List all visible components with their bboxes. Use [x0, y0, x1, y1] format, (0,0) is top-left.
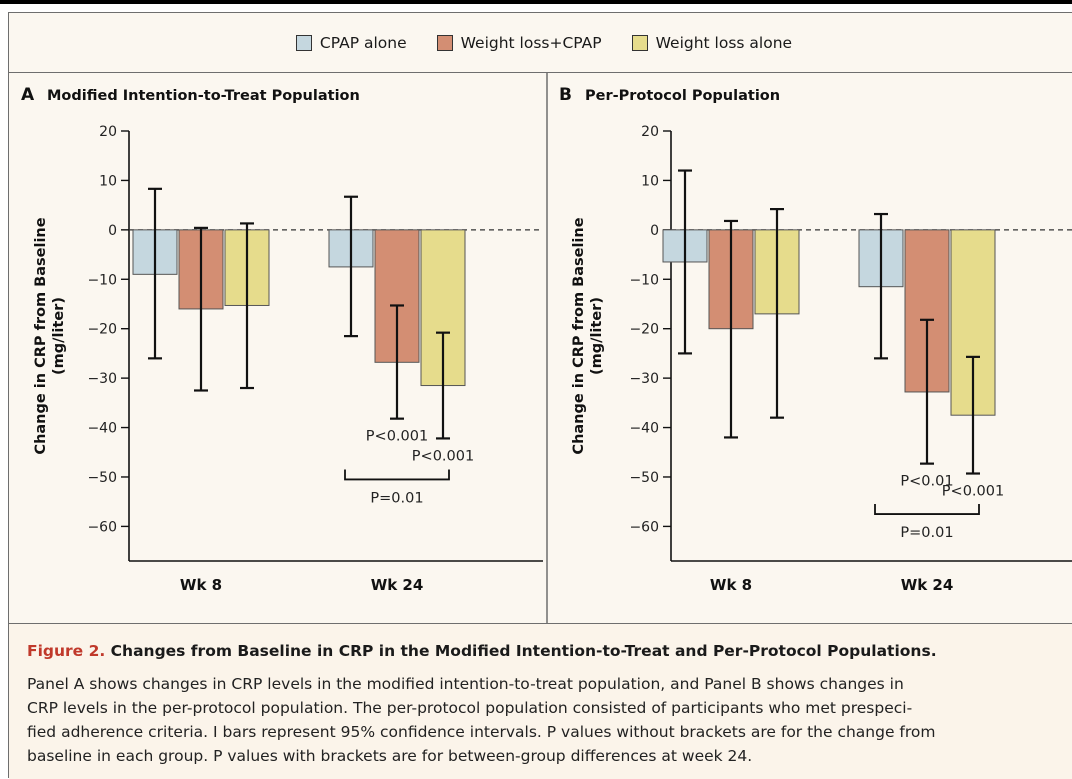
caption-line: CRP levels in the per-protocol populatio… — [27, 699, 913, 717]
caption-title-text: Changes from Baseline in CRP in the Modi… — [110, 642, 937, 660]
y-tick-label: −30 — [87, 371, 117, 387]
y-tick-label: −40 — [87, 421, 117, 437]
y-tick-label: 20 — [641, 124, 659, 140]
y-axis-label-unit: (mg/liter) — [589, 297, 605, 375]
x-category-label: Wk 24 — [371, 576, 424, 594]
p-value-label: P<0.001 — [942, 484, 1004, 500]
figure-frame: CPAP alone Weight loss+CPAP Weight loss … — [8, 12, 1072, 779]
y-tick-label: −20 — [629, 322, 659, 338]
y-tick-label: −60 — [87, 519, 117, 535]
y-tick-label: 20 — [99, 124, 117, 140]
caption-line: Panel A shows changes in CRP levels in t… — [27, 675, 904, 693]
y-tick-label: 10 — [641, 173, 659, 189]
significance-bracket — [344, 469, 450, 481]
y-tick-label: −50 — [629, 470, 659, 486]
legend-item-cpap-alone: CPAP alone — [295, 33, 407, 52]
caption-line: fied adherence criteria. I bars represen… — [27, 723, 936, 741]
top-rule — [0, 0, 1072, 4]
caption-title: Figure 2. Changes from Baseline in CRP i… — [27, 642, 1061, 660]
caption-body: Panel A shows changes in CRP levels in t… — [27, 672, 1061, 768]
panel-letter: A — [21, 85, 35, 105]
x-category-label: Wk 8 — [180, 576, 222, 594]
charts-area: A Modified Intention-to-Treat Population C… — [21, 73, 1072, 623]
p-value-label: P<0.001 — [412, 448, 474, 464]
bar-weight-loss-cpap — [374, 229, 420, 363]
y-tick-label: −50 — [87, 470, 117, 486]
y-tick-label: −30 — [629, 371, 659, 387]
legend-swatch-weight-loss-cpap — [436, 34, 453, 51]
y-tick-label: −60 — [629, 519, 659, 535]
panel-letter: B — [559, 85, 572, 105]
bracket-p-value: P=0.01 — [370, 490, 423, 506]
significance-bracket — [874, 504, 980, 515]
legend: CPAP alone Weight loss+CPAP Weight loss … — [9, 13, 1072, 73]
y-axis-label: Change in CRP from Baseline — [33, 217, 49, 454]
legend-swatch-cpap-alone — [295, 34, 312, 51]
bracket-p-value: P=0.01 — [900, 525, 953, 541]
y-tick-label: −40 — [629, 421, 659, 437]
y-axis-label: Change in CRP from Baseline — [571, 217, 587, 454]
x-category-label: Wk 24 — [901, 576, 954, 594]
legend-label-weight-loss-alone: Weight loss alone — [655, 33, 793, 52]
y-tick-label: 0 — [650, 223, 659, 239]
figure-caption: Figure 2. Changes from Baseline in CRP i… — [9, 623, 1072, 779]
y-axis-label-unit: (mg/liter) — [51, 297, 67, 375]
panel-title: Modified Intention-to-Treat Population — [47, 88, 360, 104]
p-value-label: P<0.001 — [366, 429, 428, 445]
y-tick-label: −10 — [87, 272, 117, 288]
x-category-label: Wk 8 — [710, 576, 752, 594]
legend-label-weight-loss-cpap: Weight loss+CPAP — [460, 33, 602, 52]
legend-label-cpap-alone: CPAP alone — [319, 33, 407, 52]
legend-item-weight-loss-alone: Weight loss alone — [631, 33, 793, 52]
legend-swatch-weight-loss-alone — [631, 34, 648, 51]
panel-title: Per-Protocol Population — [585, 88, 780, 104]
y-tick-label: −10 — [629, 272, 659, 288]
y-tick-label: 10 — [99, 173, 117, 189]
caption-figure-label: Figure 2. — [27, 642, 106, 660]
legend-item-weight-loss-cpap: Weight loss+CPAP — [436, 33, 602, 52]
caption-line: baseline in each group. P values with br… — [27, 747, 753, 765]
y-tick-label: −20 — [87, 322, 117, 338]
p-value-label: P<0.01 — [900, 474, 953, 490]
y-tick-label: 0 — [108, 223, 117, 239]
